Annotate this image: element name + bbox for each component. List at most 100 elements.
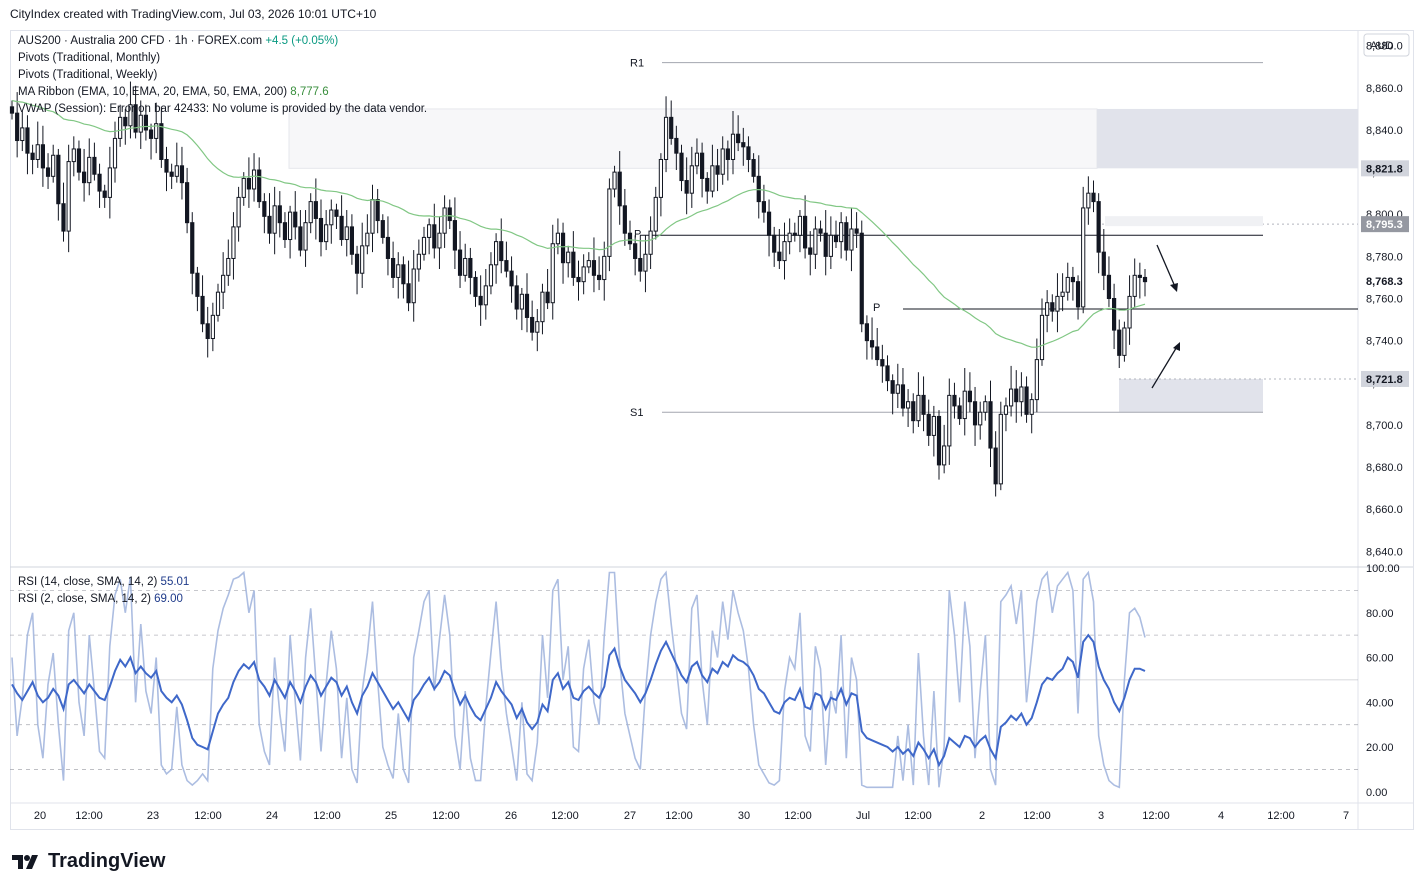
candle-body bbox=[87, 156, 92, 184]
candle-body bbox=[344, 226, 349, 241]
legend-pivots-weekly[interactable]: Pivots (Traditional, Weekly) bbox=[18, 69, 158, 81]
candle-body bbox=[597, 274, 602, 281]
time-tick-label: 12:00 bbox=[1267, 810, 1295, 822]
candle-body bbox=[967, 390, 972, 403]
candle-body bbox=[705, 177, 710, 192]
candle-body bbox=[524, 293, 530, 318]
candle-body bbox=[1050, 302, 1055, 312]
candle-body bbox=[360, 245, 365, 274]
pivot-r1-label: R1 bbox=[630, 58, 644, 70]
candle-body bbox=[1014, 388, 1019, 403]
candle-body bbox=[550, 243, 555, 304]
candle-body bbox=[586, 260, 591, 268]
time-tick-label: Jul bbox=[856, 810, 870, 822]
price-tag-label: 8,768.3 bbox=[1366, 276, 1403, 288]
candle-body bbox=[978, 411, 983, 426]
candle-body bbox=[828, 234, 833, 257]
candle-body bbox=[751, 158, 756, 177]
candle-body bbox=[787, 232, 792, 243]
candle-body bbox=[133, 104, 138, 133]
candle-body bbox=[591, 260, 597, 276]
candle-body bbox=[468, 257, 473, 278]
candle-body bbox=[210, 314, 215, 340]
candle-body bbox=[1003, 405, 1009, 415]
candle-body bbox=[447, 207, 452, 222]
price-tag-label: 8,821.8 bbox=[1366, 163, 1403, 175]
candle-body bbox=[988, 401, 993, 449]
candle-body bbox=[452, 220, 457, 251]
candle-body bbox=[236, 196, 241, 228]
candle-body bbox=[457, 249, 463, 276]
candle-body bbox=[159, 123, 164, 160]
candle-body bbox=[746, 146, 751, 160]
candle-body bbox=[1070, 276, 1076, 283]
ema200-line bbox=[11, 99, 1146, 348]
candle-body bbox=[612, 171, 617, 190]
candle-body bbox=[674, 137, 679, 154]
candle-body bbox=[318, 217, 324, 243]
candle-body bbox=[293, 211, 298, 228]
candle-body bbox=[416, 253, 421, 270]
candle-body bbox=[854, 228, 859, 234]
candle-body bbox=[215, 291, 221, 316]
price-tick-label: 8,860.0 bbox=[1366, 83, 1403, 95]
candle-body bbox=[1075, 281, 1081, 308]
candle-body bbox=[658, 158, 663, 198]
candle-body bbox=[1086, 192, 1091, 209]
candle-body bbox=[185, 182, 190, 224]
candle-body bbox=[51, 154, 56, 177]
candle-body bbox=[535, 321, 540, 333]
legend-rsi14[interactable]: RSI (14, close, SMA, 14, 2) 55.01 bbox=[18, 576, 189, 588]
candle-body bbox=[839, 222, 844, 243]
time-tick-label: 7 bbox=[1343, 810, 1349, 822]
legend-symbol-row[interactable]: AUS200 · Australia 200 CFD · 1h · FOREX.… bbox=[18, 35, 338, 47]
candle-body bbox=[844, 222, 849, 251]
candle-body bbox=[715, 165, 720, 175]
candle-body bbox=[942, 445, 947, 466]
candle-body bbox=[45, 167, 51, 177]
price-tag bbox=[1361, 160, 1409, 177]
candle-body bbox=[241, 177, 246, 198]
candle-body bbox=[329, 209, 334, 226]
candle-body bbox=[643, 253, 648, 272]
time-tick-label: 2 bbox=[979, 810, 985, 822]
candle-body bbox=[638, 257, 643, 272]
legend-rsi2[interactable]: RSI (2, close, SMA, 14, 2) 69.00 bbox=[18, 593, 183, 605]
candle-body bbox=[143, 114, 149, 131]
candle-body bbox=[1106, 274, 1112, 300]
price-tick-label: 8,780.0 bbox=[1366, 251, 1403, 263]
candle-body bbox=[514, 285, 519, 310]
currency-box bbox=[1363, 33, 1410, 57]
candle-body bbox=[1019, 386, 1024, 403]
candle-body bbox=[365, 232, 370, 247]
legend-ma-ribbon[interactable]: MA Ribbon (EMA, 10, EMA, 20, EMA, 50, EM… bbox=[18, 86, 329, 98]
price-tick-label: 8,680.0 bbox=[1366, 462, 1403, 474]
candle-body bbox=[972, 401, 978, 426]
candle-body bbox=[1055, 295, 1060, 312]
candle-body bbox=[1117, 329, 1122, 356]
price-tick-label: 8,840.0 bbox=[1366, 125, 1403, 137]
candle-body bbox=[808, 247, 813, 255]
candle-body bbox=[1096, 201, 1101, 253]
candle-body bbox=[772, 234, 777, 253]
candle-body bbox=[174, 165, 179, 177]
legend-pivots-monthly[interactable]: Pivots (Traditional, Monthly) bbox=[18, 52, 161, 64]
candle-body bbox=[396, 264, 401, 278]
candle-body bbox=[463, 257, 468, 276]
legend-vwap[interactable]: VWAP (Session): Error on bar 42433: No v… bbox=[18, 103, 428, 115]
candle-body bbox=[349, 226, 354, 255]
candle-body bbox=[900, 384, 906, 409]
candle-body bbox=[40, 144, 45, 169]
candle-body bbox=[911, 401, 916, 422]
price-tag bbox=[1361, 216, 1409, 233]
price-tag bbox=[1361, 370, 1409, 387]
candle-body bbox=[15, 112, 20, 142]
time-tick-label: 12:00 bbox=[784, 810, 812, 822]
tradingview-brand[interactable]: TradingView bbox=[12, 850, 165, 873]
chart-frame bbox=[10, 30, 1414, 830]
candle-body bbox=[545, 291, 550, 304]
candle-body bbox=[962, 390, 967, 420]
legend-ma-ribbon-value: 8,777.6 bbox=[290, 86, 329, 98]
candle-body bbox=[1091, 192, 1096, 203]
